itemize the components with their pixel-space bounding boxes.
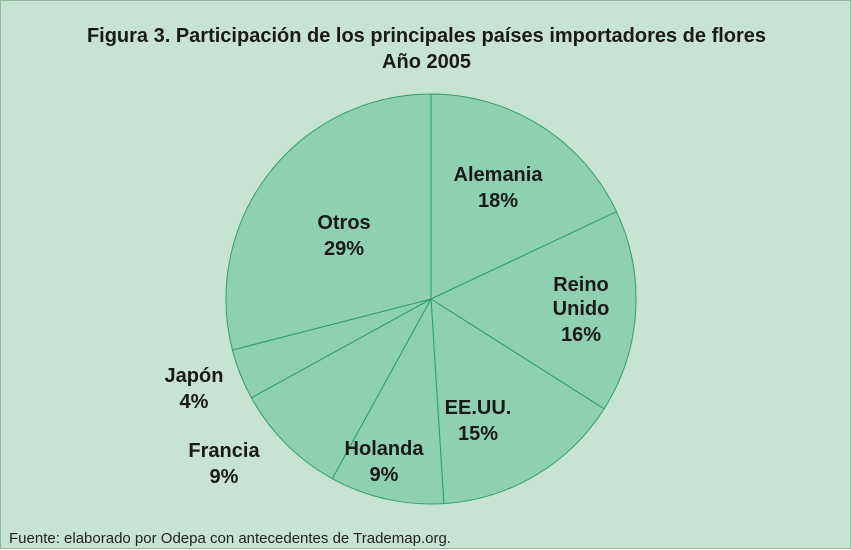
chart-title: Figura 3. Participación de los principal… xyxy=(86,25,767,47)
slice-value-label: 16% xyxy=(560,324,602,346)
slice-label: EE.UU. xyxy=(444,397,512,419)
pie-slice xyxy=(429,211,637,410)
chart-subtitle: Año 2005 xyxy=(382,51,471,73)
pie-slice xyxy=(430,93,618,300)
slice-value-label: 29% xyxy=(323,238,365,260)
pie-slice xyxy=(430,298,605,505)
slice-label: Alemania xyxy=(453,164,543,186)
pie-slice xyxy=(250,297,433,480)
slice-label: Francia xyxy=(188,440,260,462)
slice-label: Japón xyxy=(164,365,224,387)
slice-label: Reino Unido xyxy=(552,274,610,320)
slice-value-label: 18% xyxy=(477,190,519,212)
source-note: Fuente: elaborado por Odepa con antecede… xyxy=(9,530,451,547)
slice-value-label: 9% xyxy=(209,466,239,488)
slice-label: Otros xyxy=(317,212,371,234)
slice-value-label: 15% xyxy=(457,423,499,445)
slice-value-label: 4% xyxy=(179,391,209,413)
pie-slice xyxy=(225,93,432,351)
slice-value-label: 9% xyxy=(369,464,399,486)
pie-slice xyxy=(331,297,445,505)
slice-label: Holanda xyxy=(344,438,424,460)
